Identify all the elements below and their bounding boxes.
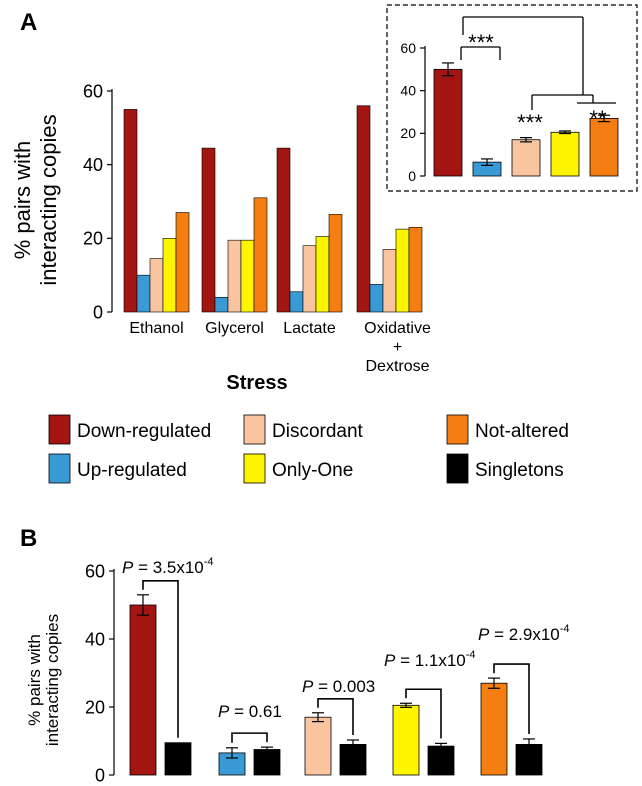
inset-bar-only-one (550, 131, 580, 177)
panel-a-ylabel-line1: % pairs with (10, 141, 35, 260)
bar-a-up-regulated (136, 274, 151, 313)
panel-b-bar-singletons (253, 749, 281, 776)
panel-a-ytick-label: 0 (93, 302, 103, 322)
panel-b-bar-singletons (164, 742, 192, 776)
p-value-bracket (317, 697, 354, 735)
legend-swatch-singletons (446, 453, 469, 484)
panel-a-ylabel-line2: interacting copies (36, 114, 61, 285)
p-value-bracket (405, 688, 442, 739)
bar-a-down-regulated (201, 147, 216, 313)
p-value-label: P = 0.003 (302, 677, 375, 696)
legend-swatch-not-altered (446, 414, 469, 445)
panel-b-bar-not-altered (480, 682, 508, 776)
inset-dashed-frame (386, 4, 638, 192)
panel-a-category-label: Lactate (283, 320, 336, 337)
inset-ytick-label: 40 (400, 83, 416, 99)
panel-b-bar-singletons (427, 745, 455, 776)
panel-b-bar-discordant (304, 716, 332, 776)
inset-ytick-label: 20 (400, 125, 416, 141)
p-value-label: P = 3.5x10-4 (122, 556, 214, 577)
p-value-label: P = 0.61 (218, 702, 282, 721)
legend-swatch-only-one (243, 453, 266, 484)
panel-b-ylabel-line2: interacting copies (43, 614, 62, 746)
inset-ytick-label: 0 (408, 168, 416, 184)
panel-b-ytick-label: 20 (85, 697, 105, 717)
inset-bar-not-altered (589, 118, 619, 177)
legend: Down-regulated Discordant Not-altered Up-re… (48, 414, 569, 484)
panel-a-ytick-label: 40 (83, 155, 103, 175)
bar-a-discordant (149, 258, 164, 313)
p-value-label: P = 1.1x10-4 (384, 649, 476, 670)
panel-a-category-label: Glycerol (205, 320, 264, 337)
bar-a-up-regulated (289, 291, 304, 313)
bar-a-not-altered (408, 226, 423, 313)
legend-label: Singletons (475, 460, 564, 481)
panel-a-category-label: + (393, 339, 402, 356)
p-value-bracket (231, 732, 268, 743)
legend-label: Not-altered (475, 421, 569, 442)
bar-a-discordant (227, 239, 242, 313)
panel-b-bar-only-one (392, 704, 420, 776)
significance-stars: *** (468, 30, 494, 55)
panel-b-label: B (20, 525, 37, 552)
legend-label: Up-regulated (77, 460, 187, 481)
bar-a-not-altered (253, 197, 268, 313)
panel-a-xlabel: Stress (226, 372, 287, 394)
bar-a-up-regulated (369, 284, 384, 313)
p-value-label: P = 2.9x10-4 (478, 623, 570, 644)
bar-a-down-regulated (276, 147, 291, 313)
bar-a-not-altered (175, 212, 190, 313)
bar-a-discordant (302, 245, 317, 313)
bar-a-only-one (315, 236, 330, 313)
legend-swatch-down-regulated (48, 414, 71, 445)
panel-a-category-label: Ethanol (129, 320, 183, 337)
panel-a-category-label: Oxidative (364, 320, 431, 337)
legend-label: Down-regulated (77, 421, 211, 442)
panel-a-main-chart: % pairs with interacting copies Stress 0… (10, 81, 431, 394)
bar-a-only-one (240, 239, 255, 313)
panel-b-ytick-label: 0 (95, 765, 105, 785)
bar-a-down-regulated (356, 105, 371, 313)
bar-a-not-altered (328, 214, 343, 313)
panel-b-chart: % pairs with interacting copies 0 20 40 60 P… (25, 556, 570, 785)
bar-a-only-one (162, 238, 177, 313)
inset-ytick-label: 60 (400, 40, 416, 56)
significance-stars: *** (517, 110, 543, 135)
legend-label: Discordant (272, 421, 364, 442)
panel-a-ytick-label: 60 (83, 81, 103, 101)
bar-a-discordant (382, 249, 397, 313)
p-value-bracket (493, 663, 530, 734)
legend-swatch-discordant (243, 414, 266, 445)
bar-a-only-one (395, 228, 410, 313)
panel-a-ytick-label: 20 (83, 229, 103, 249)
panel-a-category-label: Dextrose (365, 358, 429, 375)
panel-b-ytick-label: 40 (85, 629, 105, 649)
bar-a-down-regulated (123, 109, 138, 313)
significance-stars: ** (589, 106, 607, 131)
panel-b-ytick-label: 60 (85, 561, 105, 581)
inset-bar-discordant (511, 139, 541, 177)
legend-label: Only-One (272, 460, 353, 481)
p-value-bracket (142, 579, 179, 738)
inset-bar-down-regulated (433, 68, 463, 177)
legend-swatch-up-regulated (48, 453, 71, 484)
bar-a-up-regulated (214, 296, 229, 313)
panel-b-bar-down-regulated (129, 604, 157, 776)
panel-b-ylabel-line1: % pairs with (25, 634, 44, 726)
panel-a-label: A (20, 9, 37, 36)
